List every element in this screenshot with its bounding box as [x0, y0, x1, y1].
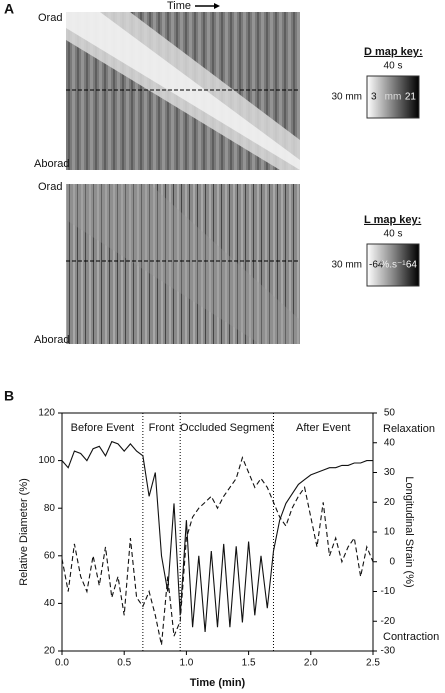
- time-label: Time: [167, 0, 191, 12]
- key-unit: mm: [385, 92, 402, 103]
- map-top-label: Orad: [38, 12, 62, 24]
- y2-tick-label: 20: [384, 497, 396, 508]
- region-label: After Event: [296, 422, 350, 434]
- y-tick-label: 100: [38, 455, 55, 466]
- key-unit: %.s⁻¹: [380, 260, 406, 271]
- key-gradient: [366, 243, 420, 287]
- key-time: 40 s: [384, 229, 403, 240]
- l-map: [66, 184, 300, 344]
- region-label: Front: [149, 422, 175, 434]
- x-axis-title: Time (min): [190, 677, 246, 689]
- map-bottom-label: Aborad: [34, 158, 69, 170]
- y2-tick-label: 30: [384, 467, 396, 478]
- y-tick-label: 80: [44, 503, 56, 514]
- panel-label: A: [4, 1, 14, 17]
- x-tick-label: 1.5: [242, 658, 256, 669]
- y2-tick-label: 40: [384, 437, 396, 448]
- y-tick-label: 20: [44, 646, 56, 657]
- y2-axis-title: Longitudinal Strain (%): [403, 476, 415, 587]
- y2-tick-label: -10: [381, 586, 396, 597]
- time-arrow-head: [214, 3, 220, 9]
- region-label: Occluded Segment: [180, 422, 274, 434]
- y-tick-label: 120: [38, 408, 55, 419]
- x-tick-label: 0.5: [117, 658, 131, 669]
- chart: 0.0 0.5 1.0 1.5 2.0 2.520406080100120-30-20-1…: [18, 408, 439, 689]
- y2-tick-label: -20: [381, 616, 396, 627]
- key-length: 30 mm: [331, 260, 362, 271]
- diameter-line: [61, 440, 373, 633]
- key-gradient: [366, 75, 420, 119]
- x-tick-label: 2.5: [366, 658, 380, 669]
- y-tick-label: 40: [44, 598, 56, 609]
- y2-annotation: Contraction: [383, 631, 439, 643]
- key-max: 64: [406, 260, 418, 271]
- panel-label: B: [4, 388, 14, 404]
- map-top-label: Orad: [38, 181, 62, 193]
- key-title: L map key:: [364, 214, 421, 226]
- x-tick-label: 0.0: [55, 658, 69, 669]
- y2-annotation: Relaxation: [383, 423, 435, 435]
- key-min: 3: [371, 92, 377, 103]
- key-length: 30 mm: [331, 92, 362, 103]
- y2-tick-label: 50: [384, 408, 396, 419]
- x-tick-label: 2.0: [304, 658, 318, 669]
- region-label: Before Event: [71, 422, 135, 434]
- d-map: [66, 12, 300, 170]
- key-time: 40 s: [384, 61, 403, 72]
- y-tick-label: 60: [44, 550, 56, 561]
- y2-tick-label: 0: [389, 556, 395, 567]
- key-min: -64: [369, 260, 384, 271]
- y2-tick-label: 10: [384, 527, 396, 538]
- key-max: 21: [405, 92, 417, 103]
- map-bottom-label: Aborad: [34, 334, 69, 346]
- strain-line: [61, 455, 374, 646]
- y-axis-title: Relative Diameter (%): [18, 478, 30, 586]
- y2-tick-label: -30: [381, 646, 396, 657]
- key-title: D map key:: [364, 46, 423, 58]
- x-tick-label: 1.0: [179, 658, 193, 669]
